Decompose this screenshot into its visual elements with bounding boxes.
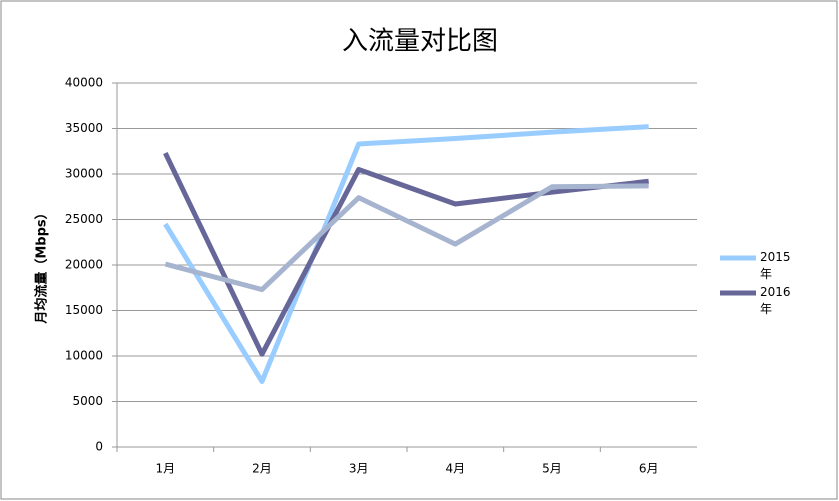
y-tick-label: 20000 [65,258,103,272]
x-tick-label: 3月 [349,462,369,476]
x-tick-label: 6月 [639,462,659,476]
y-tick-label: 30000 [65,167,103,181]
series-line [164,183,649,293]
x-tick-label: 5月 [542,462,562,476]
series-line [163,124,649,384]
legend-label: 2015年 [760,250,791,281]
x-tick-label: 1月 [156,462,176,476]
y-tick-label: 15000 [65,303,103,317]
x-tick-label: 4月 [446,462,466,476]
series-line [163,151,649,357]
chart-title: 入流量对比图 [342,27,498,57]
y-tick-label: 40000 [65,76,103,90]
y-axis-label: 月均流量（Mbps） [34,206,50,324]
y-tick-label: 5000 [72,394,103,408]
y-tick-label: 0 [95,440,103,454]
y-tick-label: 35000 [65,121,103,135]
legend-label: 2016年 [760,285,791,316]
y-tick-label: 25000 [65,212,103,226]
x-tick-label: 2月 [252,462,272,476]
y-tick-label: 10000 [65,349,103,363]
